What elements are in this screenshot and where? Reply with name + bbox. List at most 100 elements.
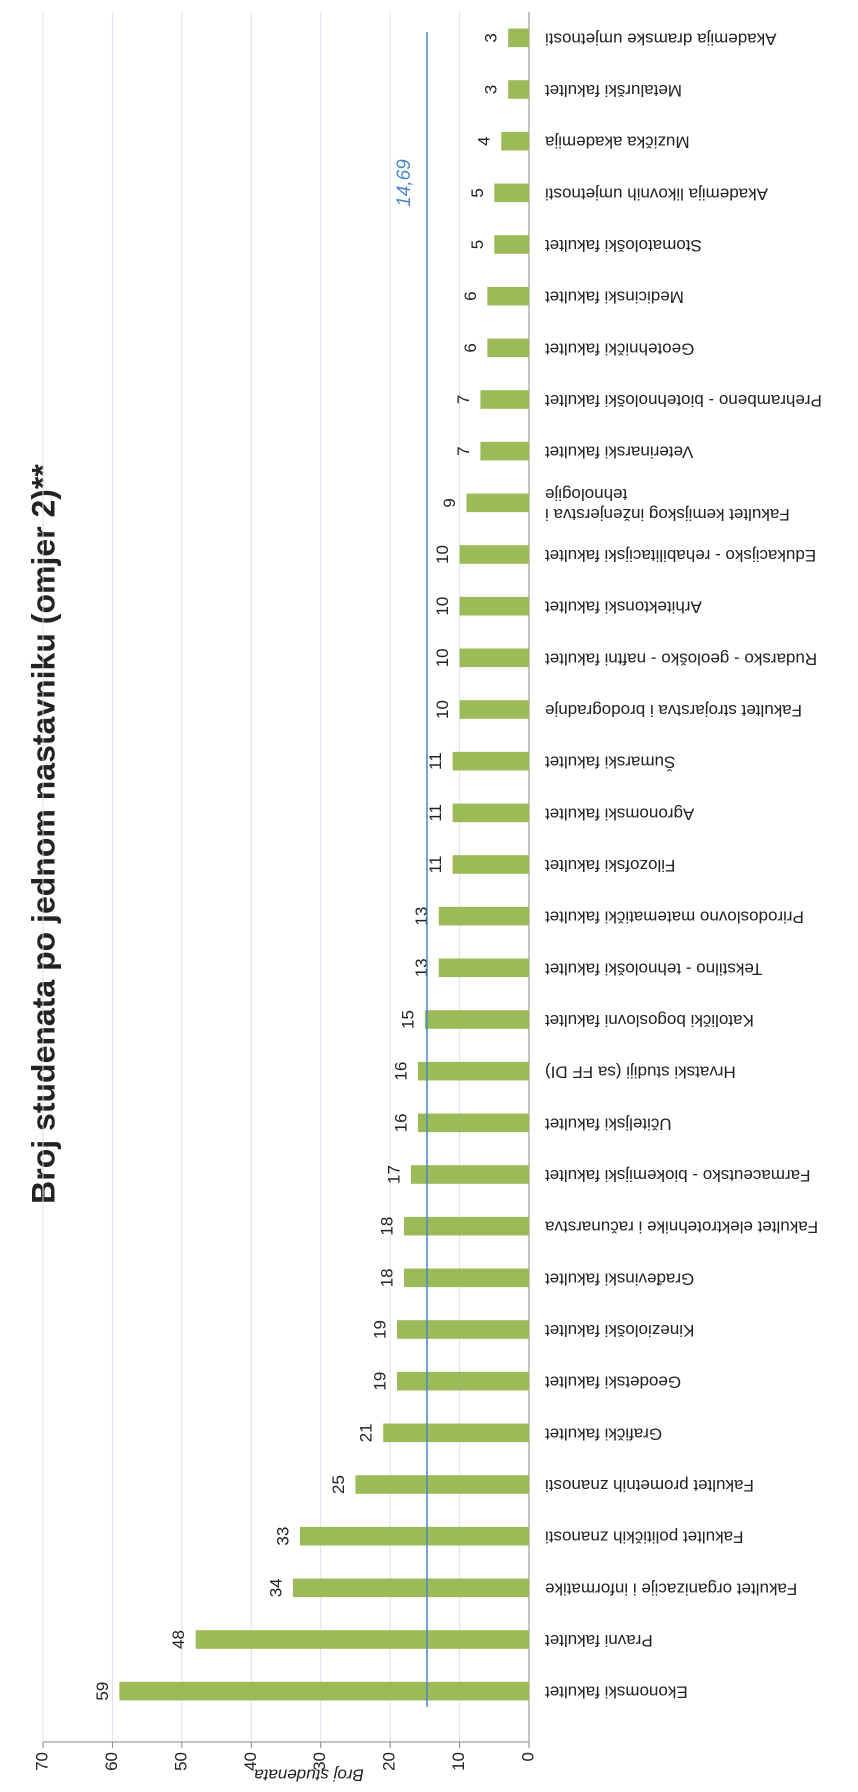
x-tick-label: Geodetski fakultet [545,1373,681,1392]
bar [292,1578,530,1598]
value-label: 15 [398,1010,417,1029]
value-label: 59 [93,1682,112,1701]
x-tick-label: Pravni fakultet [545,1631,653,1650]
x-tick-label: Agronomski fakultet [545,804,695,823]
bar [383,1423,530,1443]
bar [487,286,530,306]
value-label: 13 [412,907,431,926]
value-label: 11 [426,856,445,874]
value-label: 10 [433,648,452,667]
bar [417,1061,529,1081]
x-tick-label: Učiteljski fakultet [545,1114,672,1133]
value-label: 16 [391,1113,410,1132]
value-label: 3 [482,33,501,42]
value-label: 10 [433,545,452,564]
y-tick-label: 10 [449,1752,468,1771]
bar [452,803,529,823]
x-tick-label: Grafički fakultet [545,1424,662,1443]
x-tick-label: Hrvatski studiji (sa FF DI) [545,1063,736,1082]
bar [355,1475,529,1494]
value-label: 19 [371,1372,390,1391]
x-tick-label: Stomatološki fakultet [545,236,702,255]
bar [494,183,529,203]
x-tick-label: Rudarsko - geološko - naftni fakultet [545,649,817,668]
value-label: 5 [468,188,487,197]
value-label: 34 [266,1578,285,1597]
bar [459,596,530,616]
y-tick-label: 0 [518,1752,537,1761]
value-label: 7 [454,395,473,404]
x-tick-label: Katolički bogoslovni fakultet [545,1011,754,1030]
value-label: 5 [468,240,487,249]
x-tick-label: Tekstilno - tehnološki fakultet [545,959,763,978]
value-label: 48 [169,1630,188,1649]
x-tick-label: Fakultet kemijskog inženjerstva itehnolo… [545,484,790,523]
value-label: 10 [433,597,452,616]
bar [487,338,530,358]
bar [452,751,529,771]
x-tick-label: Muzička akademija [544,133,689,152]
value-label: 11 [426,804,445,822]
bar [410,1165,530,1184]
x-tick-label: Kineziološki fakultet [545,1321,695,1340]
x-tick-label: Ekonomski fakultet [545,1683,688,1702]
bar [459,648,530,668]
bar [459,700,530,719]
bar [438,958,529,978]
x-tick-label: Fakultet političkih znanosti [545,1528,743,1547]
y-tick-label: 40 [241,1752,260,1771]
x-tick-label: Građevinski fakultet [545,1269,695,1288]
bar [417,1113,529,1133]
x-tick-label: Akademija dramske umjetnosti [545,29,776,48]
bar [397,1371,530,1391]
x-tick-label: Geotehnički fakultet [545,339,695,358]
x-tick-label: Fakultet organizacije i informatike [545,1579,797,1598]
y-tick-label: 50 [171,1752,190,1771]
value-label: 6 [461,291,480,300]
value-label: 6 [461,343,480,352]
y-axis-title: Broj studenata [254,1766,364,1785]
x-tick-label: Fakultet prometnih znanosti [545,1476,754,1495]
value-label: 25 [329,1475,348,1494]
value-label: 18 [378,1217,397,1236]
bar [480,390,529,409]
x-tick-label: Medicinski fakultet [545,288,684,307]
bar [452,855,529,874]
bar [424,1010,530,1029]
bar [508,80,529,99]
bar [397,1320,530,1339]
bar [480,441,529,461]
bar [404,1216,529,1236]
value-label: 9 [440,498,459,507]
bar [501,131,530,151]
value-label: 4 [475,136,494,145]
y-tick-label: 70 [32,1752,51,1771]
bar [438,906,529,926]
bar [494,235,529,254]
x-tick-label: Veterinarski fakultet [545,443,694,462]
x-tick-label: Edukacijsko - rehabilitacijski fakultet [545,546,816,565]
x-tick-label: Šumarski fakultet [545,753,676,772]
bar [299,1526,529,1546]
bar [195,1630,529,1649]
value-label: 33 [273,1527,292,1546]
value-label: 13 [412,958,431,977]
value-label: 7 [454,446,473,455]
average-label: 14,69 [394,159,415,207]
x-tick-label: Farmaceutsko - biokemijski fakultet [545,1166,811,1185]
bar [459,545,530,564]
x-tick-label: Prehrambeno - biotehnološki fakultet [545,391,822,410]
value-label: 17 [384,1165,403,1184]
value-label: 10 [433,700,452,719]
bar [404,1268,529,1288]
y-tick-label: 60 [102,1752,121,1771]
value-label: 19 [371,1320,390,1339]
x-tick-label: Akademija likovnih umjetnosti [545,184,768,203]
y-tick-label: 30 [310,1752,329,1771]
y-tick-label: 20 [380,1752,399,1771]
value-label: 11 [426,752,445,770]
bar [508,28,529,48]
value-label: 18 [378,1268,397,1287]
x-tick-label: Metalurški fakultet [545,81,682,100]
